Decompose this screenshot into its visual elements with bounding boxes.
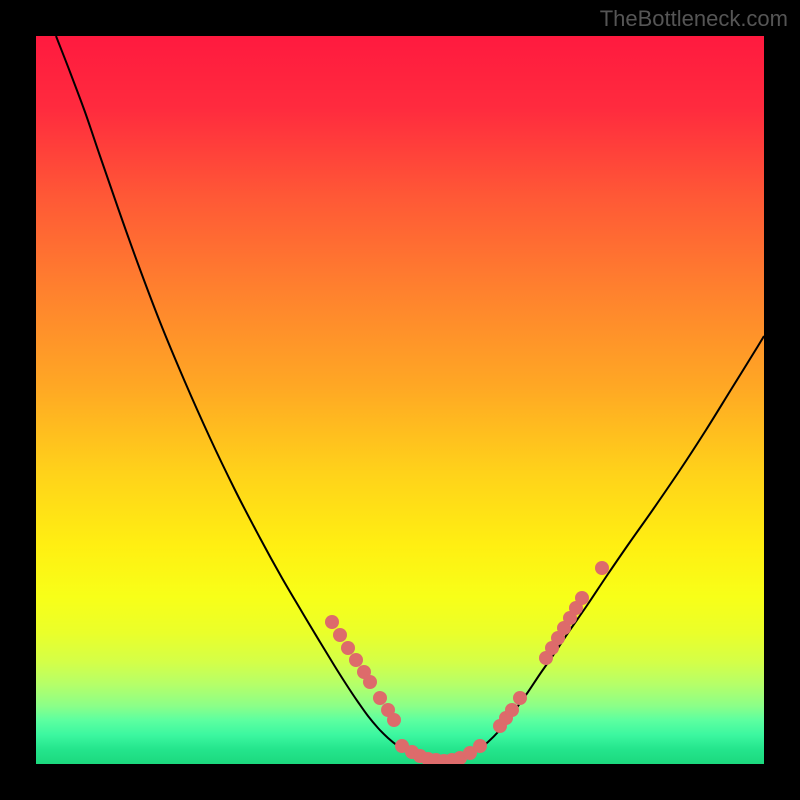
- curve-marker: [473, 739, 487, 753]
- curve-marker: [325, 615, 339, 629]
- curve-marker: [595, 561, 609, 575]
- curve-marker: [373, 691, 387, 705]
- curve-marker: [349, 653, 363, 667]
- gradient-background: [36, 36, 764, 764]
- chart-stage: TheBottleneck.com: [0, 0, 800, 800]
- chart-svg: [0, 0, 800, 800]
- curve-marker: [505, 703, 519, 717]
- curve-marker: [513, 691, 527, 705]
- curve-marker: [575, 591, 589, 605]
- curve-marker: [387, 713, 401, 727]
- curve-marker: [341, 641, 355, 655]
- watermark-text: TheBottleneck.com: [600, 6, 788, 32]
- curve-marker: [333, 628, 347, 642]
- curve-marker: [363, 675, 377, 689]
